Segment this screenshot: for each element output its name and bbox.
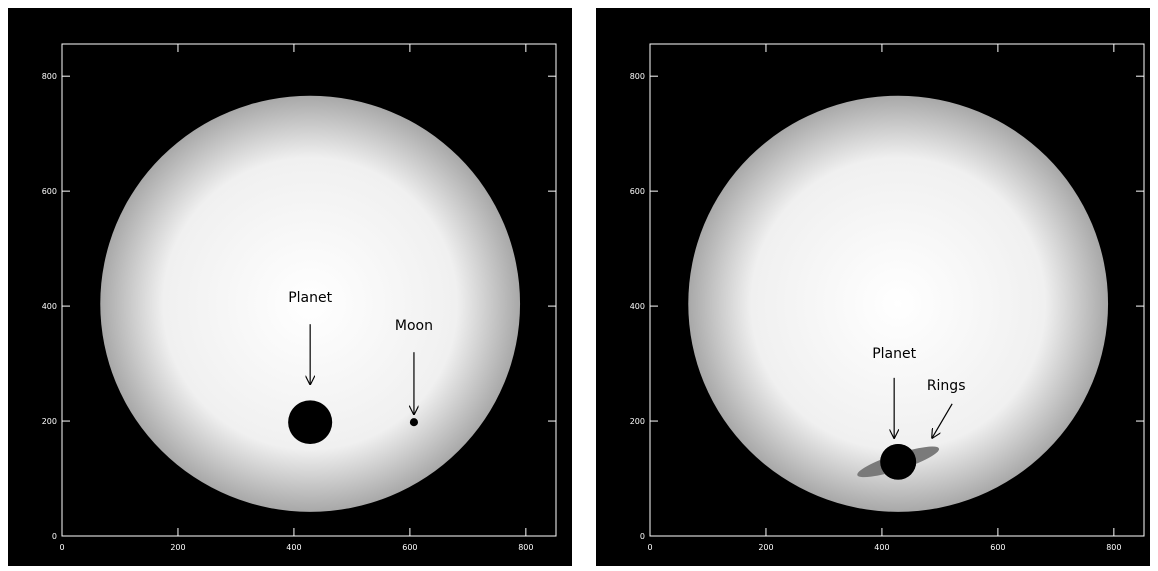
y-tick-label: 400 bbox=[42, 302, 57, 311]
annotation: Planet bbox=[872, 346, 916, 362]
body bbox=[880, 444, 916, 480]
y-tick-label: 400 bbox=[630, 302, 645, 311]
annotation: Rings bbox=[927, 378, 966, 394]
x-tick-label: 200 bbox=[758, 543, 773, 552]
x-tick-label: 600 bbox=[990, 543, 1005, 552]
x-tick-label: 0 bbox=[647, 543, 652, 552]
figure: Planet Moon 0 200 400 600 800 0 200 400 600 800 Plan… bbox=[0, 0, 1158, 571]
x-tick-label: 200 bbox=[170, 543, 185, 552]
y-tick-label: 800 bbox=[630, 72, 645, 81]
y-tick-label: 800 bbox=[42, 72, 57, 81]
x-tick-label: 400 bbox=[874, 543, 889, 552]
x-tick-label: 400 bbox=[286, 543, 301, 552]
x-tick-label: 800 bbox=[1106, 543, 1121, 552]
body bbox=[410, 418, 418, 426]
page: {"chart_data": [ {"type": "image", "xlim… bbox=[0, 0, 1158, 571]
y-tick-label: 200 bbox=[42, 417, 57, 426]
x-tick-label: 0 bbox=[59, 543, 64, 552]
body bbox=[288, 400, 332, 444]
y-tick-label: 0 bbox=[52, 532, 57, 541]
y-tick-label: 600 bbox=[630, 187, 645, 196]
y-tick-label: 200 bbox=[630, 417, 645, 426]
x-tick-label: 800 bbox=[518, 543, 533, 552]
x-tick-label: 600 bbox=[402, 543, 417, 552]
annotation: Planet bbox=[288, 290, 332, 306]
annotation: Moon bbox=[395, 318, 433, 334]
plot: Planet Rings bbox=[688, 96, 1108, 512]
plot: Planet Moon bbox=[100, 96, 520, 512]
y-tick-label: 600 bbox=[42, 187, 57, 196]
y-tick-label: 0 bbox=[640, 532, 645, 541]
